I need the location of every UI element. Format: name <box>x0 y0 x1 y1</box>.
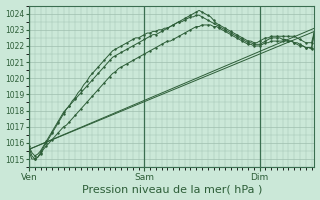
X-axis label: Pression niveau de la mer( hPa ): Pression niveau de la mer( hPa ) <box>82 184 262 194</box>
